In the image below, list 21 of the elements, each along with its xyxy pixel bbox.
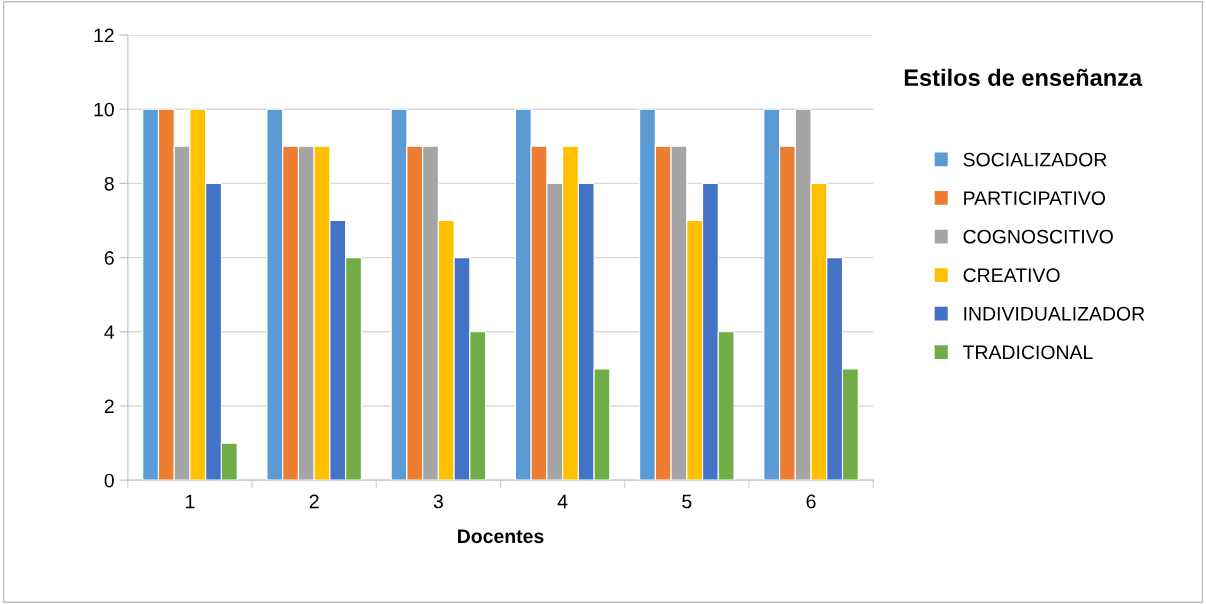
x-tick-label: 1 bbox=[186, 494, 195, 509]
legend-label: INDIVIDUALIZADOR bbox=[964, 306, 1145, 321]
x-tick-label: 2 bbox=[309, 494, 319, 509]
x-tick-label: 4 bbox=[557, 494, 568, 509]
legend-label: PARTICIPATIVO bbox=[964, 191, 1106, 206]
y-tick-label: 8 bbox=[104, 176, 114, 191]
y-tick-label: 6 bbox=[104, 251, 114, 265]
legend-label: TRADICIONAL bbox=[963, 345, 1093, 360]
legend-label: SOCIALIZADOR bbox=[963, 152, 1107, 167]
y-tick-label: 12 bbox=[94, 28, 114, 43]
y-tick-label: 2 bbox=[104, 399, 114, 414]
legend-label: COGNOSCITIVO bbox=[963, 229, 1113, 244]
y-tick-label: 10 bbox=[94, 102, 114, 117]
legend-label: CREATIVO bbox=[963, 268, 1060, 283]
x-tick-label: 5 bbox=[682, 494, 692, 509]
x-tick-label: 3 bbox=[433, 494, 443, 509]
text: Estilos de enseñanza bbox=[904, 68, 1143, 87]
y-tick-label: 0 bbox=[104, 473, 114, 488]
y-tick-label: 4 bbox=[104, 325, 115, 339]
x-axis-title: Docentes bbox=[458, 529, 544, 544]
x-tick-label: 6 bbox=[806, 494, 816, 509]
